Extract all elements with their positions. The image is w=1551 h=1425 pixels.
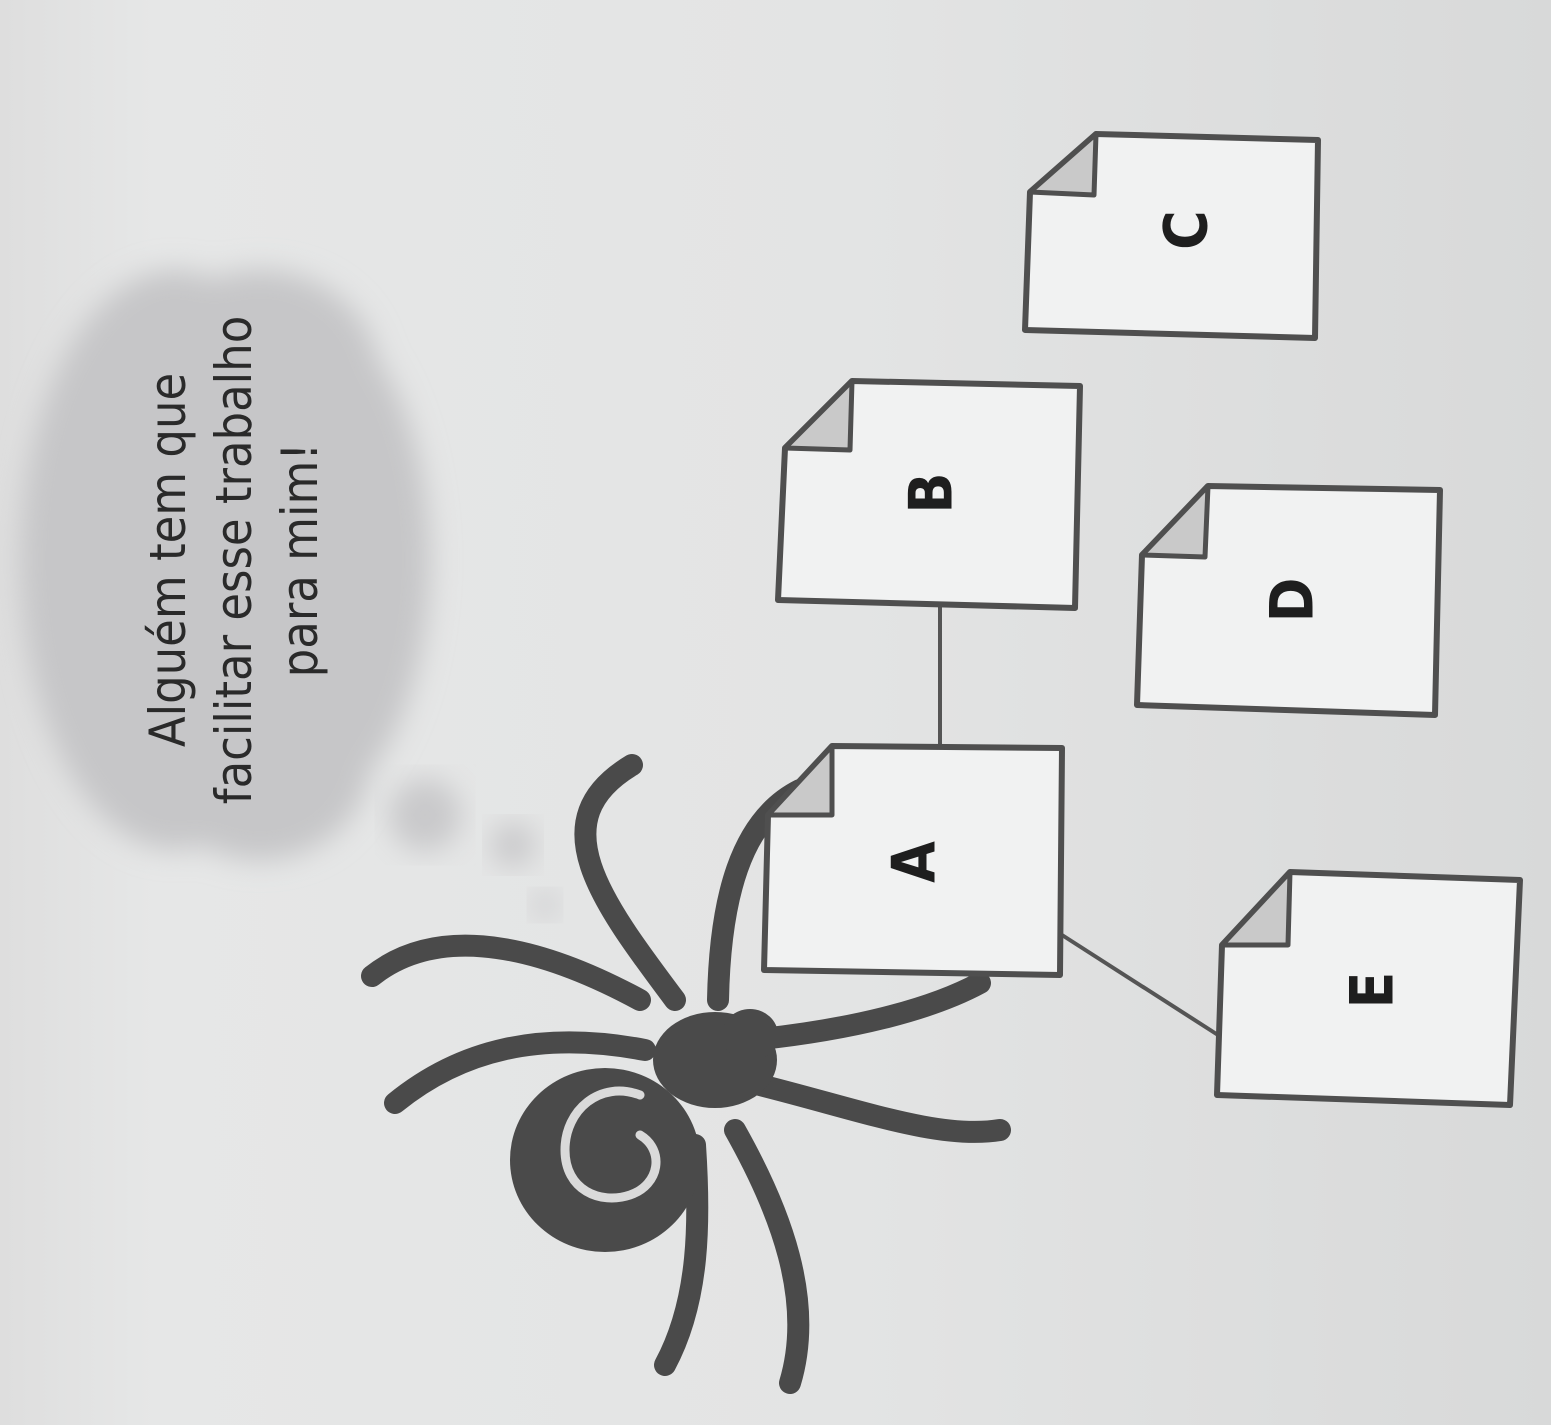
spider-head: [722, 1009, 778, 1061]
bubble-line-3: para mim!: [271, 443, 329, 678]
spider-abdomen-swirl: [560, 1086, 661, 1203]
spider: [361, 754, 1011, 1394]
spider-legs: [361, 754, 1011, 1394]
page-e: E: [1214, 869, 1523, 1108]
bubble-line-1: Alguém tem que: [139, 373, 197, 747]
page-d: D: [1134, 483, 1443, 718]
spider-abdomen: [510, 1068, 700, 1252]
thought-bubble: Alguém tem que facilitar esse trabalho p…: [20, 270, 558, 918]
page-d-label: D: [1258, 578, 1328, 623]
page-a: A: [761, 743, 1065, 978]
thought-dot-small: [532, 892, 558, 918]
page-b-label: B: [897, 472, 967, 513]
thought-dot-medium: [491, 823, 535, 867]
link-a-e: [1060, 933, 1220, 1037]
thought-dot-large: [389, 779, 461, 851]
page-e-label: E: [1338, 972, 1408, 1009]
page-c-label: C: [1152, 210, 1222, 250]
page-links: [938, 606, 1220, 1037]
page-b: B: [775, 378, 1083, 611]
page-a-label: A: [880, 841, 950, 883]
thought-cloud: [20, 270, 430, 860]
bubble-line-2: facilitar esse trabalho: [205, 316, 263, 804]
page-c: C: [1022, 131, 1321, 341]
